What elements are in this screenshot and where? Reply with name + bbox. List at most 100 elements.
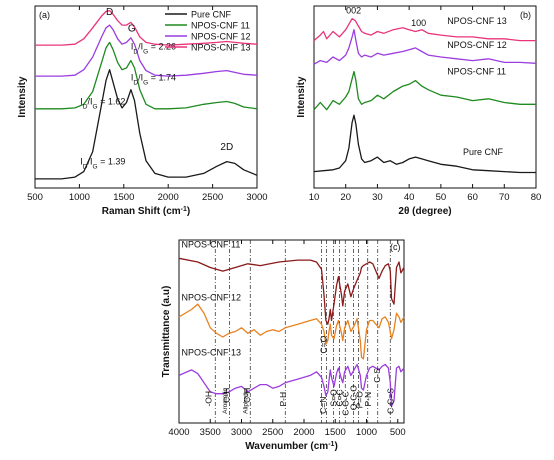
series-label: NPOS-CNF 12 [182,292,242,302]
peak-label: 002 [346,5,361,15]
ratio-part: I [131,73,134,83]
x-tick-label: 50 [436,192,447,203]
x-axis-label-main: 2θ (degree) [398,206,451,217]
ratio-part: I [80,96,83,106]
band-label: C-C=S [385,388,395,414]
x-tick-label: 3000 [246,192,267,203]
band-label: C=C [335,389,345,406]
series-line-1 [313,70,536,111]
x-tick-label: 1500 [325,427,346,438]
series-line-3 [35,9,258,46]
legend-label: Pure CNF [191,10,232,20]
ratio-part: D [133,48,138,55]
x-tick-label: 60 [467,192,478,203]
x-axis-label-sup: -1 [328,441,334,448]
x-axis-label: Raman Shift (cm-1) [102,206,190,218]
series-label: NPOS-CNF 11 [447,66,506,76]
series-label: NPOS-CNF 13 [447,16,507,26]
x-axis-label-main: Raman Shift (cm [102,206,181,217]
series-label: Pure CNF [463,147,504,157]
peak-label: G [128,23,136,34]
y-axis-label: Intensity [296,76,307,118]
ratio-part: = 1.62 [98,96,126,106]
x-tick-label: 20 [340,192,351,203]
y-axis-label: Intensity [17,76,28,118]
band-label: Aliphatic [243,389,250,414]
series-line-0 [35,69,258,180]
x-axis-label: Wavenumber (cm-1) [245,441,338,453]
ratio-part: /I [88,156,93,166]
ratio-label: ID/IG = 1.62 [80,96,125,110]
ratio-label: ID/IG = 1.74 [131,73,176,87]
x-tick-label: 500 [27,192,43,203]
x-tick-label: 3000 [231,427,252,438]
ratio-part: I [131,42,134,52]
band-label: C=O [319,335,329,353]
ratio-part: /I [138,42,143,52]
x-axis-label: 2θ (degree) [398,206,451,217]
band-label: C-H [222,388,232,403]
band-label: -OH [204,391,214,407]
x-tick-label: 1000 [356,427,377,438]
legend-label: NPOS-CNF 13 [191,43,251,53]
panel-label: (b) [520,10,531,20]
x-tick-label: 1500 [113,192,134,203]
ratio-part: D [83,103,88,110]
ratio-label: ID/IG = 1.39 [80,156,125,170]
band-label: P-N [363,392,373,407]
x-tick-label: 4000 [168,427,189,438]
panel-label: (a) [39,10,50,20]
plot-frame [313,5,537,189]
x-axis-label-main: Wavenumber (cm [245,441,328,452]
band-label: S=O [329,389,339,407]
band-label: C-O-C [340,391,350,416]
series-label: NPOS-CNF 12 [447,40,507,50]
series-label: NPOS-CNF 13 [182,347,242,357]
x-tick-label: 70 [499,192,510,203]
series-line-2 [35,24,258,77]
ratio-part: G [93,163,98,170]
ratio-part: G [143,48,148,55]
ratio-part: = 2.26 [148,42,176,52]
peak-label: 100 [411,18,426,28]
band-label: P=O [355,391,365,409]
ratio-part: /I [138,73,143,83]
x-tick-label: 1000 [69,192,90,203]
band-label: C-S [372,368,382,383]
series-line-3 [313,18,536,42]
x-tick-label: 3500 [200,427,221,438]
x-axis-label-end: ) [187,206,190,217]
x-tick-label: 2000 [158,192,179,203]
raman-panel: 500 1000 1500 2000 2500 3000 Raman Shift (cm-1… [17,5,268,218]
y-axis-label: Transmittance (a.u) [161,286,172,378]
x-tick-label: 30 [372,192,383,203]
x-tick-label: 80 [531,192,542,203]
x-axis-label-end: ) [334,441,337,452]
peak-label: 2D [220,142,233,153]
ratio-part: D [133,79,138,86]
band-label: O-C-O [349,385,359,410]
x-tick-label: 10 [309,192,320,203]
ratio-part: = 1.39 [98,156,126,166]
band-label: Aromatic [222,387,229,413]
ratio-part: /I [88,96,93,106]
ratio-part: = 1.74 [148,73,176,83]
ratio-part: I [80,156,83,166]
x-tick-label: 2500 [202,192,223,203]
band-label: P-H [278,392,288,407]
xrd-panel: 10 20 30 40 50 60 70 80 2θ (degree) Intensity (b) 0… [296,5,541,217]
x-axis-label-sup: -1 [181,206,187,213]
series-line-1 [178,303,405,360]
band-label: C=N [318,397,328,414]
series-line-2 [178,363,405,408]
plot-frame [178,239,405,424]
series-line-0 [178,257,405,325]
panel-label: (c) [390,242,401,252]
ratio-part: G [93,103,98,110]
x-tick-label: 2000 [293,427,314,438]
series-label: NPOS-CNF 11 [182,239,241,249]
x-tick-label: 500 [390,427,406,438]
ratio-label: ID/IG = 2.26 [131,42,176,56]
ratio-part: D [83,163,88,170]
